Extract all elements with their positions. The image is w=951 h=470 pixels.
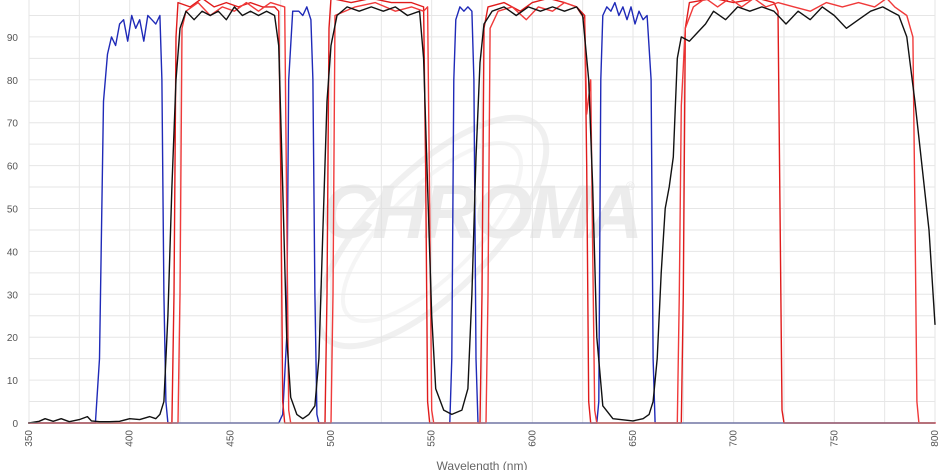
series-line-1 [28,1,936,424]
y-tick-label: 20 [7,333,19,344]
y-tick-label: 40 [7,247,19,258]
x-tick-label: 700 [729,430,740,447]
x-tick-label: 400 [125,430,136,447]
y-tick-label: 90 [7,33,19,44]
series [28,0,936,424]
x-tick-label: 650 [628,430,639,447]
x-tick-label: 550 [427,430,438,447]
x-tick-label: 800 [930,430,941,447]
x-tick-label: 600 [527,430,538,447]
y-tick-label: 10 [7,376,19,387]
x-tick-label: 750 [829,430,840,447]
x-axis-title: Wavelength (nm) [437,459,528,470]
y-tick-label: 80 [7,76,19,87]
y-tick-label: 0 [12,419,18,430]
x-tick-label: 500 [326,430,337,447]
x-tick-label: 350 [24,430,35,447]
axes: 0 10 20 30 40 50 60 70 80 90 350 400 450 500 550 600 650… [7,33,941,470]
y-tick-label: 50 [7,205,19,216]
svg-text:®: ® [626,179,635,193]
y-tick-label: 30 [7,290,19,301]
y-tick-label: 70 [7,119,19,130]
x-tick-label: 450 [225,430,236,447]
y-tick-label: 60 [7,162,19,173]
series-line-4 [28,6,936,424]
